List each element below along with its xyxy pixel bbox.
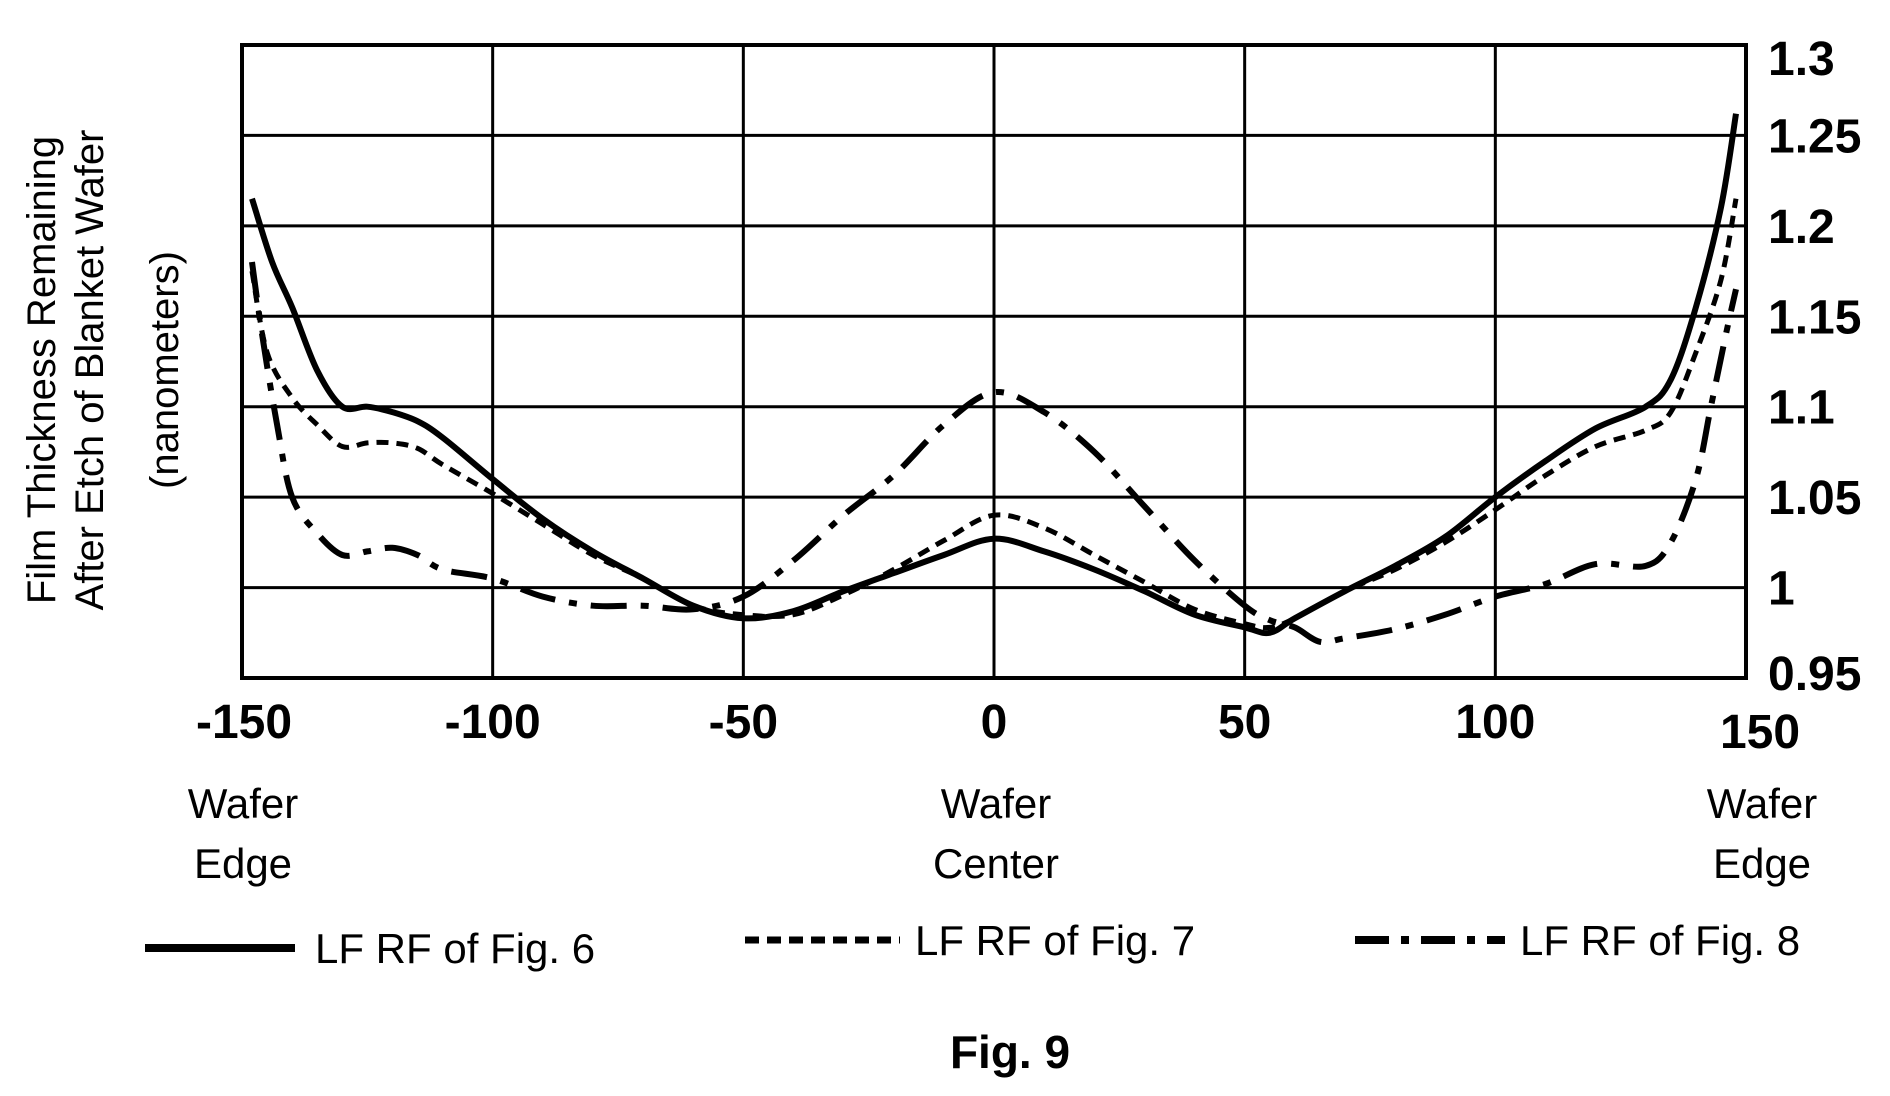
x-tick-label-5: 100	[1455, 696, 1535, 749]
y-tick-label-2: 1.2	[1768, 201, 1835, 254]
y-axis-label-line-2: After Etch of Blanket Wafer	[68, 130, 112, 611]
left-edge-label-line-1: Wafer	[188, 780, 298, 827]
plot-frame	[240, 43, 1748, 680]
x-tick-label-3: 0	[981, 696, 1008, 749]
right-edge-label-line-1: Wafer	[1707, 780, 1817, 827]
center-label-line-1: Wafer	[941, 780, 1051, 827]
y-axis-label-line-3: (nanometers)	[143, 251, 187, 489]
legend-label-fig6: LF RF of Fig. 6	[315, 925, 595, 972]
x-tick-label-0: -150	[196, 696, 292, 749]
y-tick-label-3: 1.15	[1768, 291, 1861, 344]
center-label-line-2: Center	[933, 840, 1059, 887]
wafer-position-labels: Wafer Edge Wafer Center Wafer Edge	[188, 780, 1817, 887]
y-axis-label: Film Thickness Remaining After Etch of B…	[20, 130, 187, 611]
y-tick-label-0: 1.3	[1768, 33, 1835, 86]
legend-label-fig8: LF RF of Fig. 8	[1520, 917, 1800, 964]
figure-caption: Fig. 9	[950, 1026, 1070, 1078]
x-tick-label-6: 150	[1720, 706, 1800, 759]
x-tick-labels: -150 -100 -50 0 50 100 150	[196, 696, 1800, 759]
gridlines	[240, 43, 1748, 680]
x-tick-label-1: -100	[445, 696, 541, 749]
x-tick-label-2: -50	[709, 696, 778, 749]
y-tick-label-1: 1.25	[1768, 110, 1861, 163]
left-edge-label-line-2: Edge	[194, 840, 292, 887]
legend-label-fig7: LF RF of Fig. 7	[915, 917, 1195, 964]
y-tick-labels: 1.3 1.25 1.2 1.15 1.1 1.05 1 0.95	[1768, 33, 1861, 701]
y-axis-label-line-1: Film Thickness Remaining	[20, 136, 64, 604]
series-line-dash-dot	[249, 261, 1739, 646]
series-lines	[249, 113, 1739, 646]
y-tick-label-6: 1	[1768, 563, 1795, 616]
y-tick-label-4: 1.1	[1768, 382, 1835, 435]
y-tick-label-7: 0.95	[1768, 648, 1861, 701]
right-edge-label-line-2: Edge	[1713, 840, 1811, 887]
series-line-dashed	[249, 198, 1739, 631]
legend: LF RF of Fig. 6 LF RF of Fig. 7 LF RF of…	[145, 917, 1800, 972]
x-tick-label-4: 50	[1218, 696, 1271, 749]
y-tick-label-5: 1.05	[1768, 472, 1861, 525]
series-line-solid	[249, 113, 1739, 637]
